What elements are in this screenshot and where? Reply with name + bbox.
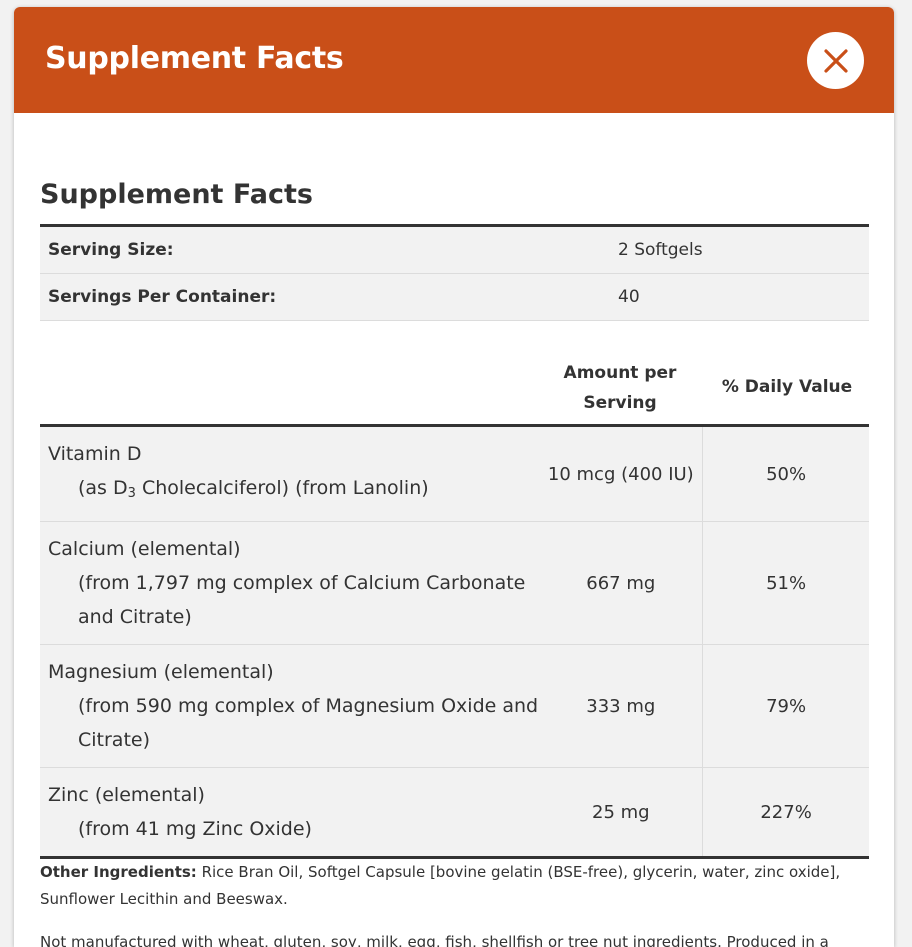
servings-per-container-row: Servings Per Container: 40 <box>40 274 869 321</box>
table-row: Vitamin D (as D3 Cholecalciferol) (from … <box>40 427 869 522</box>
nutrient-name: Zinc (elemental) <box>48 784 205 806</box>
modal-title: Supplement Facts <box>45 41 344 76</box>
nutrient-daily-value: 51% <box>766 572 807 594</box>
nutrient-detail: (from 590 mg complex of Magnesium Oxide … <box>78 695 539 751</box>
other-ingredients-label: Other Ingredients: <box>40 863 197 881</box>
servings-per-container-value: 40 <box>618 287 640 307</box>
nutrient-name-cell: Magnesium (elemental) (from 590 mg compl… <box>40 645 539 767</box>
close-x-icon <box>823 48 848 73</box>
nutrient-table-header: Amount per Serving % Daily Value <box>40 349 869 427</box>
nutrient-detail: (as D3 Cholecalciferol) (from Lanolin) <box>78 477 429 501</box>
other-ingredients-text: Rice Bran Oil, Softgel Capsule [bovine g… <box>40 863 841 908</box>
close-button[interactable] <box>807 32 864 89</box>
supplement-facts-modal: Supplement Facts Supplement Facts Servin… <box>14 7 894 947</box>
servings-per-container-label: Servings Per Container: <box>48 287 277 307</box>
modal-header: Supplement Facts <box>14 7 894 113</box>
serving-size-value: 2 Softgels <box>618 240 703 260</box>
nutrient-amount: 333 mg <box>539 645 704 767</box>
nutrient-name-cell: Zinc (elemental) (from 41 mg Zinc Oxide) <box>40 768 539 856</box>
nutrient-detail: (from 41 mg Zinc Oxide) <box>78 818 312 840</box>
table-row: Zinc (elemental) (from 41 mg Zinc Oxide)… <box>40 768 869 859</box>
table-row: Magnesium (elemental) (from 590 mg compl… <box>40 645 869 768</box>
nutrient-name: Calcium (elemental) <box>48 538 241 560</box>
nutrient-daily-value: 50% <box>766 463 807 485</box>
nutrient-amount: 10 mcg (400 IU) <box>539 427 704 521</box>
other-ingredients: Other Ingredients: Rice Bran Oil, Softge… <box>40 859 869 913</box>
column-header-daily-value: % Daily Value <box>721 377 853 397</box>
serving-size-row: Serving Size: 2 Softgels <box>40 227 869 274</box>
nutrient-name: Vitamin D <box>48 443 142 465</box>
nutrient-amount: 25 mg <box>539 768 704 856</box>
nutrient-amount: 667 mg <box>539 522 704 644</box>
section-title: Supplement Facts <box>40 179 313 210</box>
nutrient-daily-value: 79% <box>766 695 807 717</box>
serving-table: Serving Size: 2 Softgels Servings Per Co… <box>40 224 869 321</box>
nutrient-name-cell: Vitamin D (as D3 Cholecalciferol) (from … <box>40 427 539 521</box>
nutrient-name-cell: Calcium (elemental) (from 1,797 mg compl… <box>40 522 539 644</box>
serving-size-label: Serving Size: <box>48 240 174 260</box>
column-header-amount: Amount per Serving <box>563 363 677 413</box>
nutrient-name: Magnesium (elemental) <box>48 661 274 683</box>
table-row: Calcium (elemental) (from 1,797 mg compl… <box>40 522 869 645</box>
nutrient-table: Vitamin D (as D3 Cholecalciferol) (from … <box>40 427 869 859</box>
nutrient-detail: (from 1,797 mg complex of Calcium Carbon… <box>78 572 526 628</box>
nutrient-daily-value: 227% <box>760 801 812 823</box>
allergen-notice: Not manufactured with wheat, gluten, soy… <box>40 933 829 947</box>
